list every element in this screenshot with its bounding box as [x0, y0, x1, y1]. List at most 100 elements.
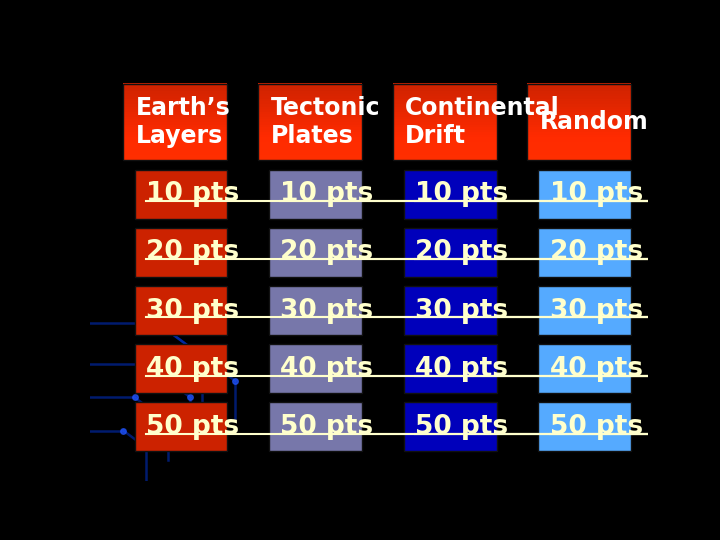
Bar	[258, 127, 362, 130]
Bar	[527, 124, 631, 127]
Bar	[539, 344, 631, 393]
Bar	[527, 93, 631, 96]
Bar	[135, 228, 228, 277]
Bar	[392, 119, 497, 122]
Bar	[527, 158, 631, 160]
Bar	[124, 137, 228, 140]
Text: 50 pts: 50 pts	[145, 414, 239, 440]
Bar	[392, 139, 497, 143]
Bar	[527, 142, 631, 145]
Text: 50 pts: 50 pts	[549, 414, 643, 440]
Text: Tectonic
Plates: Tectonic Plates	[271, 96, 380, 148]
Bar	[258, 137, 362, 140]
Bar	[392, 155, 497, 158]
Bar	[392, 106, 497, 109]
Text: 10 pts: 10 pts	[145, 181, 239, 207]
Bar	[124, 129, 228, 132]
Bar	[392, 111, 497, 114]
Bar	[258, 147, 362, 150]
Bar	[258, 91, 362, 94]
Bar	[392, 150, 497, 153]
Bar	[124, 104, 228, 106]
Bar	[527, 83, 631, 86]
Bar	[124, 106, 228, 109]
Bar	[258, 104, 362, 106]
Text: 40 pts: 40 pts	[280, 356, 374, 382]
Bar	[124, 134, 228, 137]
Bar	[124, 101, 228, 104]
Bar	[392, 147, 497, 150]
Bar	[258, 119, 362, 122]
Bar	[527, 96, 631, 99]
Bar	[392, 129, 497, 132]
Bar	[527, 152, 631, 156]
Bar	[392, 158, 497, 160]
Bar	[527, 98, 631, 102]
Bar	[135, 344, 228, 393]
Bar	[124, 109, 228, 112]
Bar	[269, 228, 362, 277]
Bar	[527, 86, 631, 89]
Bar	[124, 117, 228, 119]
Bar	[527, 106, 631, 109]
Bar	[124, 155, 228, 158]
Bar	[527, 155, 631, 158]
Bar	[527, 114, 631, 117]
Bar	[539, 170, 631, 219]
Bar	[269, 344, 362, 393]
Text: 10 pts: 10 pts	[280, 181, 374, 207]
Text: 20 pts: 20 pts	[549, 239, 643, 265]
Bar	[527, 88, 631, 91]
Bar	[527, 122, 631, 125]
Bar	[258, 155, 362, 158]
Bar	[392, 88, 497, 91]
Bar	[392, 104, 497, 106]
Text: 30 pts: 30 pts	[549, 298, 643, 323]
Bar	[392, 127, 497, 130]
Bar	[269, 286, 362, 335]
Bar	[258, 117, 362, 119]
Bar	[527, 84, 631, 160]
Bar	[124, 93, 228, 96]
Bar	[269, 170, 362, 219]
Bar	[527, 145, 631, 147]
Bar	[527, 134, 631, 137]
Bar	[527, 91, 631, 94]
Text: 30 pts: 30 pts	[280, 298, 374, 323]
Text: 10 pts: 10 pts	[415, 181, 508, 207]
Text: Earth’s
Layers: Earth’s Layers	[136, 96, 230, 148]
Text: 10 pts: 10 pts	[549, 181, 643, 207]
Bar	[258, 83, 362, 86]
Bar	[258, 84, 362, 160]
Bar	[124, 111, 228, 114]
Bar	[258, 122, 362, 125]
Bar	[124, 152, 228, 156]
Bar	[404, 228, 497, 277]
Bar	[392, 101, 497, 104]
Bar	[539, 228, 631, 277]
Bar	[258, 139, 362, 143]
Bar	[392, 91, 497, 94]
Bar	[392, 96, 497, 99]
Bar	[258, 101, 362, 104]
Text: Continental
Drift: Continental Drift	[405, 96, 560, 148]
Bar	[258, 93, 362, 96]
Bar	[124, 145, 228, 147]
Bar	[124, 91, 228, 94]
Bar	[392, 98, 497, 102]
Text: 20 pts: 20 pts	[145, 239, 239, 265]
Bar	[258, 98, 362, 102]
Text: Random: Random	[540, 110, 649, 134]
Bar	[392, 84, 497, 160]
Bar	[258, 88, 362, 91]
Bar	[527, 139, 631, 143]
Bar	[404, 402, 497, 451]
Bar	[392, 122, 497, 125]
Bar	[258, 129, 362, 132]
Bar	[539, 286, 631, 335]
Bar	[527, 119, 631, 122]
Bar	[124, 83, 228, 86]
Bar	[124, 158, 228, 160]
Bar	[527, 150, 631, 153]
Bar	[258, 124, 362, 127]
